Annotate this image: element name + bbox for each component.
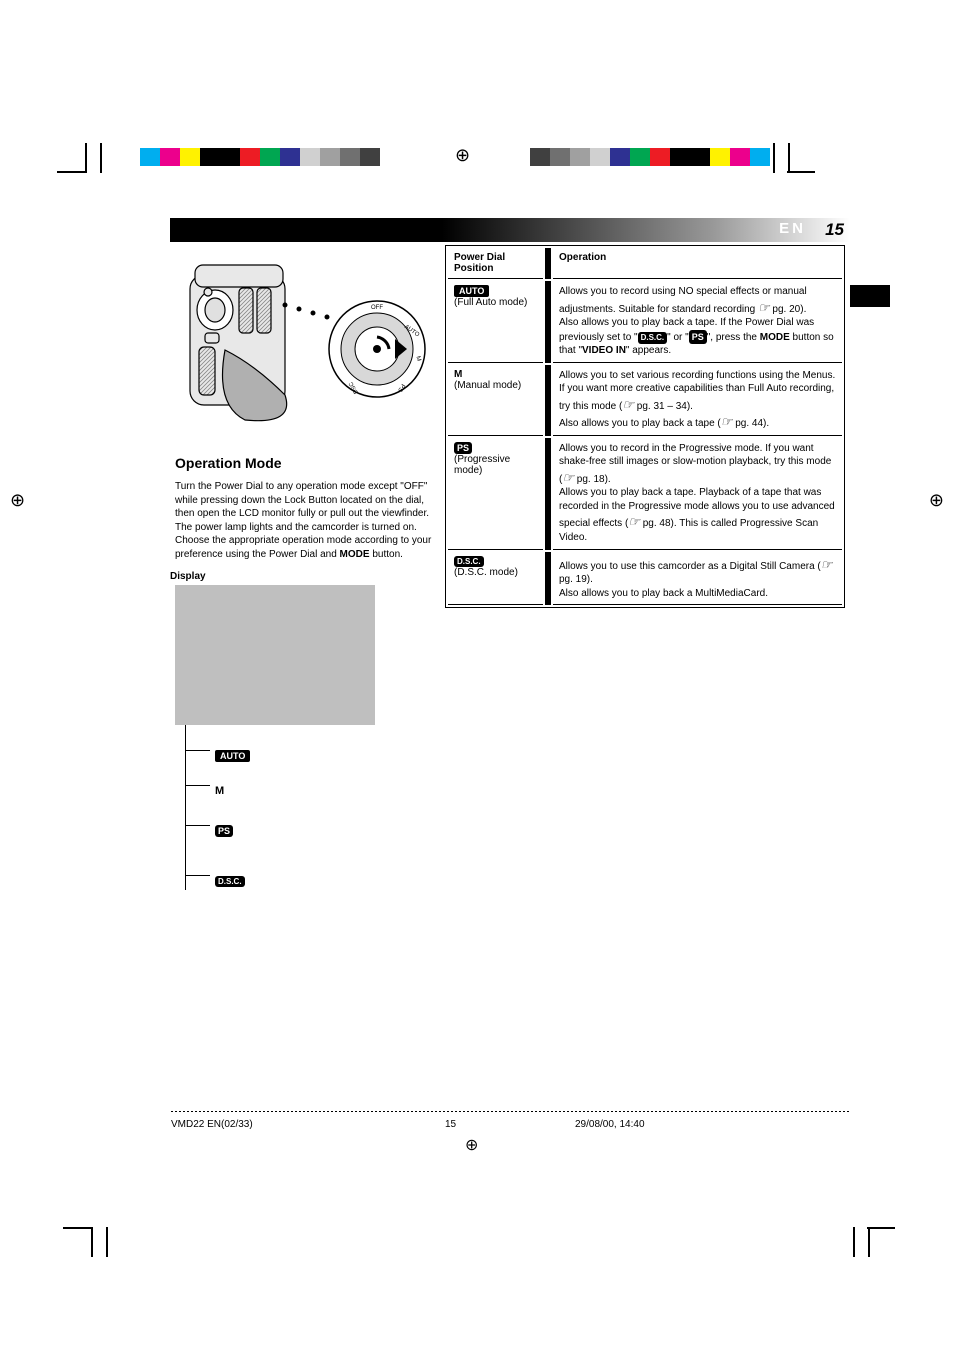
registration-mark-right: ⊕ — [929, 490, 944, 511]
table-row: M(Manual mode)Allows you to set various … — [448, 365, 842, 436]
svg-text:OFF: OFF — [371, 305, 383, 311]
intro-text: Turn the Power Dial to any operation mod… — [175, 480, 435, 561]
crop-mark-br — [853, 1227, 870, 1260]
footer-cut-line — [171, 1111, 851, 1112]
table-cell-op: Allows you to record in the Progressive … — [553, 438, 842, 550]
registration-mark-left: ⊕ — [10, 490, 25, 511]
lcd-mode-item: M — [175, 785, 224, 797]
table-header-op: Operation — [553, 248, 842, 279]
crop-mark-bl — [91, 1227, 108, 1260]
registration-mark-bottom: ⊕ — [465, 1135, 478, 1155]
lcd-screen — [175, 585, 375, 725]
camcorder-illustration — [175, 255, 345, 440]
lcd-mode-item: PS — [175, 825, 233, 837]
table-header-dial: Power Dial Position — [448, 248, 543, 279]
table-cell-dial: D.S.C.(D.S.C. mode) — [448, 552, 543, 606]
table-cell-dial: PS(Progressive mode) — [448, 438, 543, 550]
section-title: Operation Mode — [175, 455, 282, 471]
page-content: EN 15 — [85, 145, 865, 1205]
footer-page: 15 — [445, 1119, 456, 1130]
display-label: Display — [170, 571, 206, 582]
footer-timestamp: 29/08/00, 14:40 — [575, 1119, 645, 1130]
table-cell-op: Allows you to set various recording func… — [553, 365, 842, 436]
header-page-number: 15 — [825, 220, 844, 240]
header-bar: EN 15 — [170, 218, 850, 242]
table-cell-dial: AUTO(Full Auto mode) — [448, 281, 543, 363]
table-row: PS(Progressive mode)Allows you to record… — [448, 438, 842, 550]
mode-table: Power Dial Position Operation AUTO(Full … — [445, 245, 845, 608]
table-cell-op: Allows you to use this camcorder as a Di… — [553, 552, 842, 606]
side-tab — [850, 285, 890, 307]
footer-doc-id: VMD22 EN(02/33) — [171, 1119, 253, 1130]
lcd-mode-item: AUTO — [175, 750, 250, 762]
lcd-mode-item: D.S.C. — [175, 875, 245, 887]
power-dial-illustration: OFF AUTO M PS DSC — [325, 297, 430, 402]
table-row: D.S.C.(D.S.C. mode)Allows you to use thi… — [448, 552, 842, 606]
lcd-display-list: Display AUTOM PSD.S.C. — [175, 585, 425, 835]
table-cell-op: Allows you to record using NO special ef… — [553, 281, 842, 363]
header-lang: EN — [779, 220, 806, 237]
table-cell-dial: M(Manual mode) — [448, 365, 543, 436]
table-row: AUTO(Full Auto mode)Allows you to record… — [448, 281, 842, 363]
